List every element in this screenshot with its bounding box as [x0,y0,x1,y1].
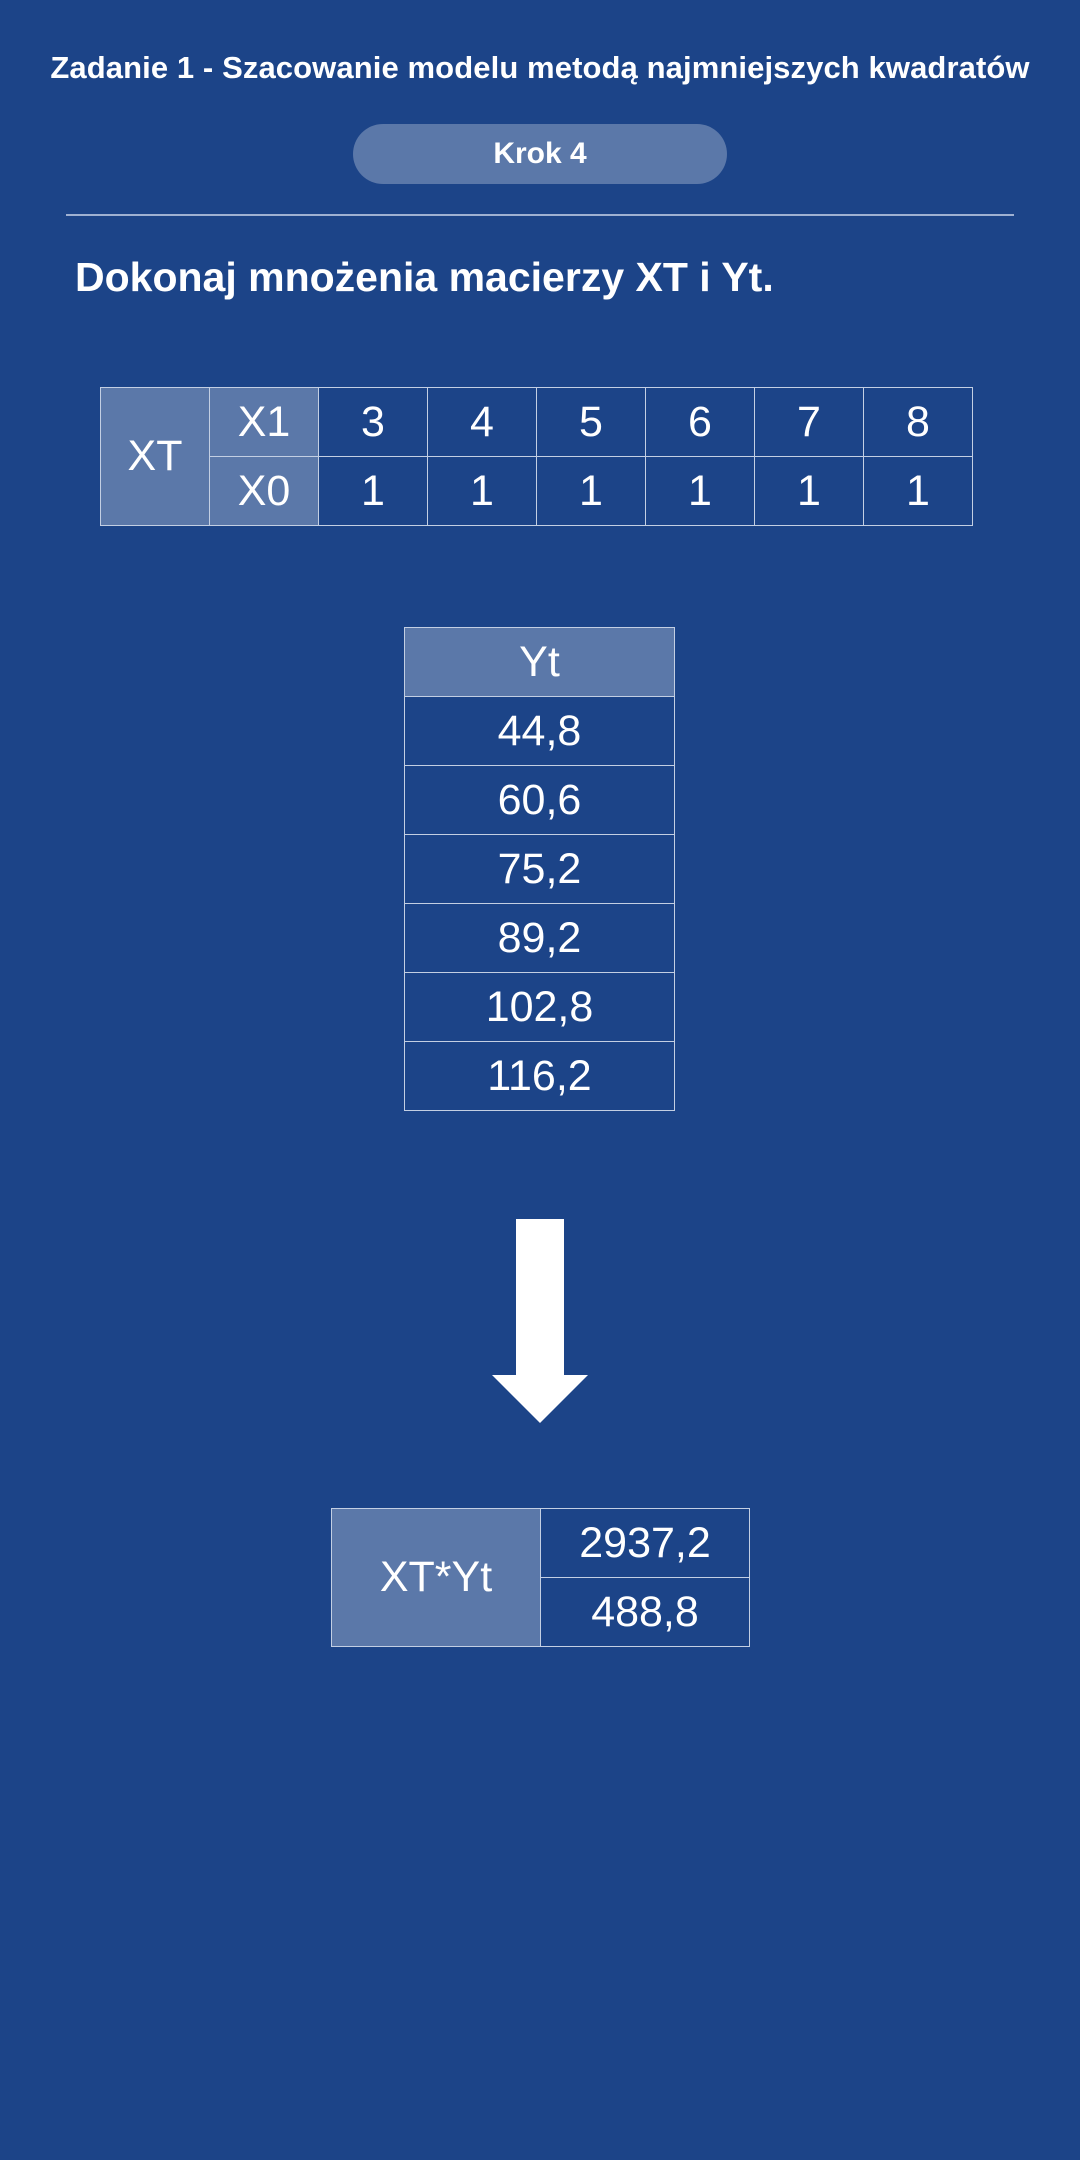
result-table: XT*Yt 2937,2 488,8 [331,1508,750,1647]
table-cell: 488,8 [540,1577,750,1647]
divider [66,214,1014,216]
table-cell: 7 [754,387,864,457]
table-cell: 1 [318,456,428,526]
table-row: X0 1 1 1 1 1 1 [101,456,973,526]
table-cell: 2937,2 [540,1508,750,1578]
table-row: 488,8 [332,1577,750,1647]
row-label-x1: X1 [209,387,319,457]
page-title: Zadanie 1 - Szacowanie modelu metodą naj… [50,50,1030,85]
arrow-down-icon [492,1219,588,1430]
xt-matrix-table: XT X1 3 4 5 6 7 8 X0 1 1 1 1 1 1 [100,387,973,526]
table-row: 102,8 [404,972,675,1042]
table-cell: 3 [318,387,428,457]
table-cell: 1 [536,456,646,526]
table-row: 75,2 [404,834,675,904]
table-cell: 1 [427,456,537,526]
table-row: 44,8 [404,696,675,766]
row-label-x0: X0 [209,456,319,526]
table-cell: 60,6 [404,765,675,835]
step-badge: Krok 4 [353,124,727,184]
table-cell: 4 [427,387,537,457]
table-cell: 75,2 [404,834,675,904]
table-row: Yt [404,627,675,697]
table-cell: 5 [536,387,646,457]
yt-vector-label: Yt [404,627,675,697]
table-cell: 89,2 [404,903,675,973]
table-cell: 1 [645,456,755,526]
table-cell: 6 [645,387,755,457]
table-row: 89,2 [404,903,675,973]
instruction-text: Dokonaj mnożenia macierzy XT i Yt. [75,254,774,300]
result-label: XT*Yt [331,1508,541,1647]
table-cell: 8 [863,387,973,457]
table-cell: 44,8 [404,696,675,766]
table-cell: 102,8 [404,972,675,1042]
table-cell: 1 [863,456,973,526]
table-row: 116,2 [404,1041,675,1111]
table-row: XT*Yt 2937,2 [331,1508,750,1647]
table-row: XT X1 3 4 5 6 7 8 [100,387,973,526]
table-cell: 1 [754,456,864,526]
table-row: 60,6 [404,765,675,835]
yt-vector-table: Yt 44,8 60,6 75,2 89,2 102,8 116,2 [404,627,675,1111]
xt-matrix-label: XT [100,387,210,526]
table-cell: 116,2 [404,1041,675,1111]
